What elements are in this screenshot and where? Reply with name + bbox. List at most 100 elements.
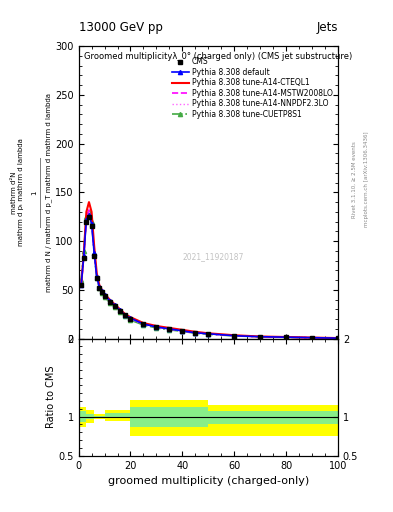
Pythia 8.308 tune-A14-MSTW2008LO <box>89 217 94 223</box>
Pythia 8.308 tune-CUETP8S1 <box>258 334 263 340</box>
Pythia 8.308 tune-A14-NNPDF2.3LO <box>141 321 146 327</box>
Pythia 8.308 tune-A14-MSTW2008LO <box>193 330 198 336</box>
Pythia 8.308 tune-A14-CTEQL1 <box>128 314 133 321</box>
Pythia 8.308 tune-A14-CTEQL1 <box>112 302 117 308</box>
CMS <box>89 223 94 229</box>
Pythia 8.308 tune-A14-CTEQL1 <box>284 334 288 340</box>
Pythia 8.308 tune-A14-CTEQL1 <box>193 329 198 335</box>
Pythia 8.308 tune-A14-NNPDF2.3LO <box>310 335 314 341</box>
Pythia 8.308 tune-A14-MSTW2008LO <box>154 324 159 330</box>
CMS <box>86 214 91 220</box>
Pythia 8.308 default <box>84 217 89 223</box>
Pythia 8.308 tune-A14-CTEQL1 <box>92 243 97 249</box>
CMS <box>310 335 314 341</box>
Pythia 8.308 tune-A14-MSTW2008LO <box>118 307 123 313</box>
Pythia 8.308 tune-A14-MSTW2008LO <box>102 292 107 298</box>
Pythia 8.308 tune-A14-NNPDF2.3LO <box>123 312 128 318</box>
Pythia 8.308 tune-A14-MSTW2008LO <box>99 288 104 294</box>
Pythia 8.308 tune-A14-CTEQL1 <box>107 296 112 303</box>
CMS <box>206 331 211 337</box>
CMS <box>141 321 146 327</box>
Pythia 8.308 tune-A14-MSTW2008LO <box>336 335 340 341</box>
CMS <box>193 330 198 336</box>
Pythia 8.308 tune-CUETP8S1 <box>112 304 117 310</box>
CMS <box>99 289 104 295</box>
CMS <box>81 254 86 261</box>
Line: Pythia 8.308 tune-A14-MSTW2008LO: Pythia 8.308 tune-A14-MSTW2008LO <box>81 210 338 338</box>
CMS <box>167 326 172 332</box>
Pythia 8.308 tune-CUETP8S1 <box>89 219 94 225</box>
Pythia 8.308 tune-A14-NNPDF2.3LO <box>232 333 237 339</box>
Y-axis label: mathrm d²N
mathrm d pₜ mathrm d lambda

1
――――――――――
mathrm d N / mathrm d p_T m: mathrm d²N mathrm d pₜ mathrm d lambda 1… <box>11 93 52 292</box>
Pythia 8.308 tune-CUETP8S1 <box>79 277 84 283</box>
Pythia 8.308 tune-CUETP8S1 <box>81 248 86 254</box>
CMS <box>102 293 107 299</box>
Pythia 8.308 default <box>206 331 211 337</box>
Pythia 8.308 tune-A14-MSTW2008LO <box>232 333 237 339</box>
Pythia 8.308 tune-A14-MSTW2008LO <box>79 282 84 288</box>
Pythia 8.308 tune-A14-MSTW2008LO <box>94 273 99 280</box>
Pythia 8.308 tune-A14-CTEQL1 <box>123 311 128 317</box>
Pythia 8.308 default <box>89 221 94 227</box>
Pythia 8.308 tune-A14-CTEQL1 <box>79 281 84 287</box>
Pythia 8.308 tune-CUETP8S1 <box>193 330 198 336</box>
Pythia 8.308 default <box>154 324 159 330</box>
CMS <box>258 334 263 340</box>
Pythia 8.308 tune-CUETP8S1 <box>180 328 185 334</box>
Pythia 8.308 tune-A14-NNPDF2.3LO <box>128 316 133 322</box>
CMS <box>94 275 99 281</box>
Pythia 8.308 tune-CUETP8S1 <box>141 322 146 328</box>
Pythia 8.308 tune-A14-CTEQL1 <box>206 330 211 336</box>
Pythia 8.308 default <box>336 335 340 341</box>
Pythia 8.308 tune-A14-CTEQL1 <box>86 199 91 205</box>
Pythia 8.308 tune-A14-CTEQL1 <box>94 270 99 276</box>
Pythia 8.308 tune-CUETP8S1 <box>206 331 211 337</box>
CMS <box>97 285 102 291</box>
Pythia 8.308 default <box>97 284 102 290</box>
Pythia 8.308 tune-A14-MSTW2008LO <box>128 315 133 321</box>
Pythia 8.308 tune-A14-NNPDF2.3LO <box>193 330 198 336</box>
Pythia 8.308 tune-A14-MSTW2008LO <box>81 253 86 260</box>
CMS <box>154 324 159 330</box>
Pythia 8.308 tune-A14-NNPDF2.3LO <box>97 285 102 291</box>
Pythia 8.308 tune-CUETP8S1 <box>284 334 288 340</box>
Pythia 8.308 tune-A14-NNPDF2.3LO <box>167 326 172 332</box>
Pythia 8.308 default <box>310 335 314 341</box>
CMS <box>180 328 185 334</box>
Pythia 8.308 default <box>232 333 237 339</box>
Y-axis label: Ratio to CMS: Ratio to CMS <box>46 366 55 429</box>
Pythia 8.308 tune-A14-MSTW2008LO <box>284 334 288 340</box>
Text: mcplots.cern.ch [arXiv:1306.3436]: mcplots.cern.ch [arXiv:1306.3436] <box>364 132 369 227</box>
Pythia 8.308 tune-CUETP8S1 <box>310 335 314 341</box>
Pythia 8.308 default <box>193 330 198 336</box>
Pythia 8.308 tune-A14-MSTW2008LO <box>180 328 185 334</box>
Pythia 8.308 tune-A14-CTEQL1 <box>84 209 89 215</box>
Pythia 8.308 tune-A14-CTEQL1 <box>310 334 314 340</box>
Pythia 8.308 tune-A14-CTEQL1 <box>141 320 146 326</box>
Pythia 8.308 tune-A14-NNPDF2.3LO <box>84 215 89 221</box>
Pythia 8.308 tune-A14-CTEQL1 <box>118 306 123 312</box>
Pythia 8.308 default <box>102 292 107 298</box>
Pythia 8.308 tune-CUETP8S1 <box>336 335 340 342</box>
Pythia 8.308 tune-A14-NNPDF2.3LO <box>112 304 117 310</box>
Pythia 8.308 tune-CUETP8S1 <box>167 327 172 333</box>
Pythia 8.308 default <box>79 282 84 288</box>
Pythia 8.308 default <box>128 315 133 321</box>
Pythia 8.308 tune-A14-NNPDF2.3LO <box>94 274 99 280</box>
Pythia 8.308 tune-A14-NNPDF2.3LO <box>206 331 211 337</box>
Pythia 8.308 tune-A14-CTEQL1 <box>167 325 172 331</box>
Pythia 8.308 default <box>180 328 185 334</box>
Text: 2021_11920187: 2021_11920187 <box>183 252 244 261</box>
Pythia 8.308 tune-CUETP8S1 <box>118 309 123 315</box>
Pythia 8.308 tune-A14-CTEQL1 <box>97 282 102 288</box>
CMS <box>284 334 288 340</box>
Pythia 8.308 tune-CUETP8S1 <box>128 317 133 323</box>
Pythia 8.308 default <box>99 288 104 294</box>
Line: Pythia 8.308 tune-A14-CTEQL1: Pythia 8.308 tune-A14-CTEQL1 <box>81 202 338 338</box>
Pythia 8.308 tune-A14-CTEQL1 <box>258 333 263 339</box>
Pythia 8.308 default <box>94 274 99 280</box>
Pythia 8.308 tune-A14-CTEQL1 <box>81 251 86 257</box>
Pythia 8.308 tune-CUETP8S1 <box>97 285 102 291</box>
Pythia 8.308 tune-A14-CTEQL1 <box>154 323 159 329</box>
Pythia 8.308 tune-CUETP8S1 <box>123 313 128 319</box>
